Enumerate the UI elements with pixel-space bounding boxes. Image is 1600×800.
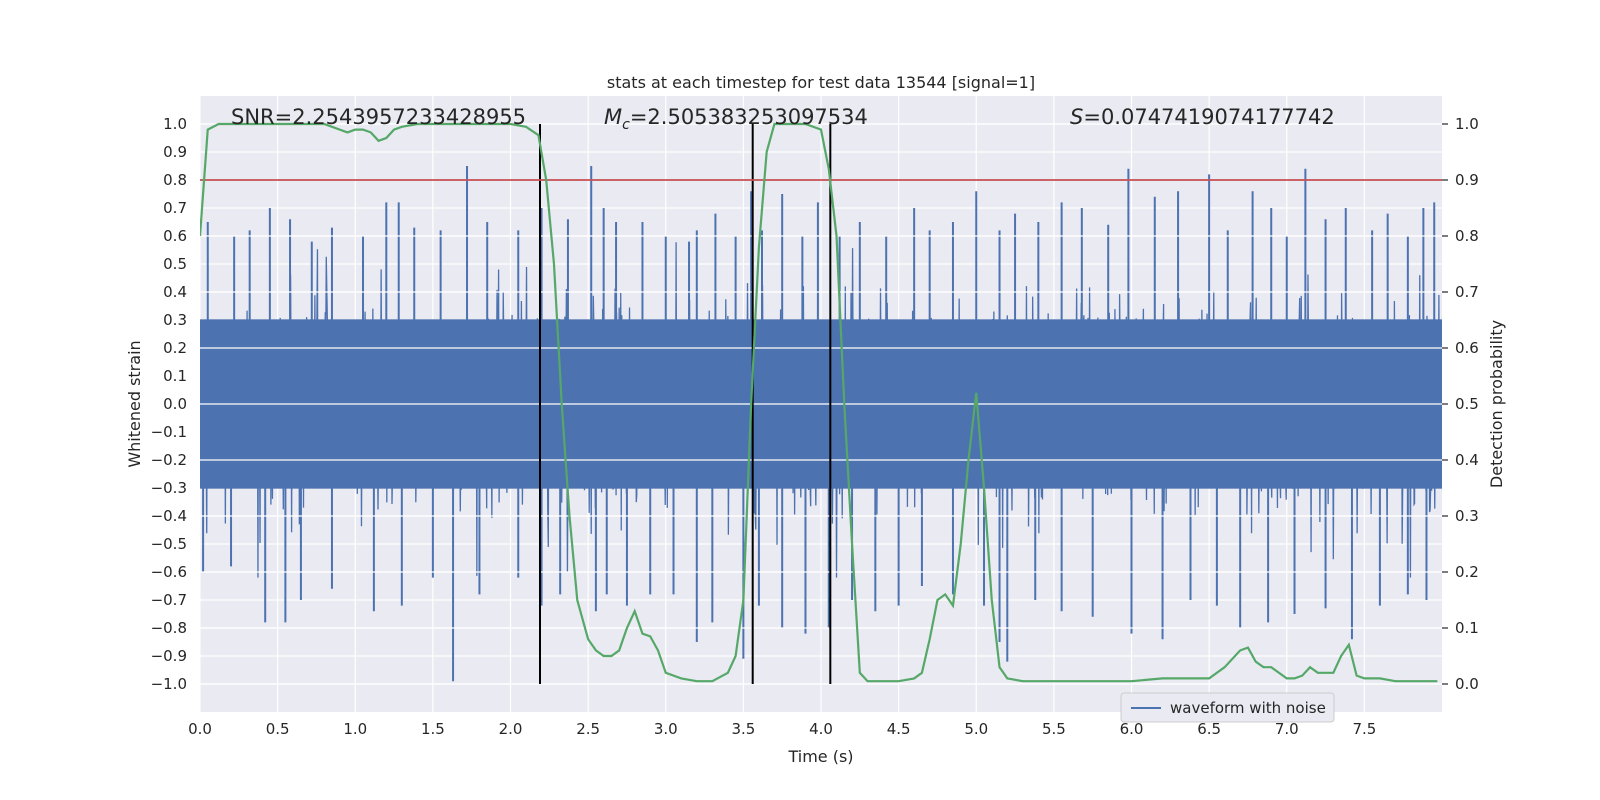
chirp-mass-annotation: Mc=2.505383253097534 xyxy=(604,105,868,133)
y2-tick-label: 0.7 xyxy=(1455,283,1479,301)
x-tick-label: 2.5 xyxy=(576,720,600,738)
y-axis-label: Whitened strain xyxy=(125,340,144,467)
y-tick-label: −0.4 xyxy=(151,507,187,525)
s-annotation: S=0.0747419074177742 xyxy=(1070,105,1335,129)
x-tick-label: 6.5 xyxy=(1197,720,1221,738)
y2-ticks: 1.0 0.9 0.8 0.7 0.6 0.5 0.4 0.3 0.2 0.1 0.0 xyxy=(1442,115,1479,693)
x-tick-label: 0.5 xyxy=(266,720,290,738)
y2-tick-label: 0.0 xyxy=(1455,675,1479,693)
y-tick-label: 0.8 xyxy=(163,171,187,189)
y-tick-label: −0.7 xyxy=(151,591,187,609)
y2-tick-label: 0.6 xyxy=(1455,339,1479,357)
x-tick-label: 5.0 xyxy=(964,720,988,738)
s-symbol: S xyxy=(1070,105,1083,129)
vertical-lines xyxy=(538,124,832,684)
y2-tick-label: 0.4 xyxy=(1455,451,1479,469)
y2-tick-label: 0.8 xyxy=(1455,227,1479,245)
y-tick-label: −0.8 xyxy=(151,619,187,637)
y-tick-label: 0.3 xyxy=(163,311,187,329)
x-tick-label: 6.0 xyxy=(1120,720,1144,738)
y-tick-label: 0.5 xyxy=(163,255,187,273)
y2-tick-label: 0.2 xyxy=(1455,563,1479,581)
waveform-series xyxy=(200,123,1442,685)
legend-label: waveform with noise xyxy=(1170,699,1326,717)
y2-tick-label: 0.3 xyxy=(1455,507,1479,525)
y-tick-label: 0.7 xyxy=(163,199,187,217)
x-tick-label: 4.5 xyxy=(887,720,911,738)
y-tick-label: 0.4 xyxy=(163,283,187,301)
y-ticks: 1.0 0.9 0.8 0.7 0.6 0.5 0.4 0.3 0.2 0.1 0.0 −0.1 −0.… xyxy=(151,115,187,693)
probability-line xyxy=(200,122,1438,683)
detection-probability-series xyxy=(200,122,1438,683)
y2-tick-label: 1.0 xyxy=(1455,115,1479,133)
y-tick-label: −0.6 xyxy=(151,563,187,581)
chirp-mass-symbol: M xyxy=(604,105,622,129)
x-tick-label: 3.5 xyxy=(731,720,755,738)
x-tick-label: 1.0 xyxy=(343,720,367,738)
legend: waveform with noise xyxy=(1120,692,1335,723)
x-tick-label: 5.5 xyxy=(1042,720,1066,738)
y-tick-label: −1.0 xyxy=(151,675,187,693)
y-tick-label: −0.2 xyxy=(151,451,187,469)
y-tick-label: 0.1 xyxy=(163,367,187,385)
y-tick-label: −0.1 xyxy=(151,423,187,441)
y2-tick-label: 0.5 xyxy=(1455,395,1479,413)
legend-box xyxy=(1120,692,1335,723)
y2-axis-label: Detection probability xyxy=(1487,320,1506,488)
y2-tick-label: 0.1 xyxy=(1455,619,1479,637)
chart-title: stats at each timestep for test data 135… xyxy=(607,73,1035,92)
snr-annotation: SNR=2.2543957233428955 xyxy=(231,105,526,129)
x-tick-label: 7.0 xyxy=(1275,720,1299,738)
x-tick-label: 0.0 xyxy=(188,720,212,738)
y-tick-label: 0.2 xyxy=(163,339,187,357)
s-value: =0.0747419074177742 xyxy=(1083,105,1334,129)
y-tick-label: −0.3 xyxy=(151,479,187,497)
x-tick-label: 4.0 xyxy=(809,720,833,738)
y-tick-label: 0.0 xyxy=(163,395,187,413)
chirp-mass-value: =2.505383253097534 xyxy=(630,105,868,129)
x-tick-label: 3.0 xyxy=(654,720,678,738)
x-tick-label: 2.0 xyxy=(499,720,523,738)
x-tick-label: 7.5 xyxy=(1352,720,1376,738)
x-axis-label: Time (s) xyxy=(787,747,853,766)
y2-tick-label: 0.9 xyxy=(1455,171,1479,189)
y-tick-label: −0.9 xyxy=(151,647,187,665)
y-tick-label: 0.9 xyxy=(163,143,187,161)
chirp-mass-subscript: c xyxy=(622,117,630,133)
y-tick-label: −0.5 xyxy=(151,535,187,553)
x-ticks: 0.0 0.5 1.0 1.5 2.0 2.5 3.0 3.5 4.0 4.5 5.0 5.5 6.0 6… xyxy=(188,720,1376,738)
y-tick-label: 1.0 xyxy=(163,115,187,133)
y-tick-label: 0.6 xyxy=(163,227,187,245)
x-tick-label: 1.5 xyxy=(421,720,445,738)
